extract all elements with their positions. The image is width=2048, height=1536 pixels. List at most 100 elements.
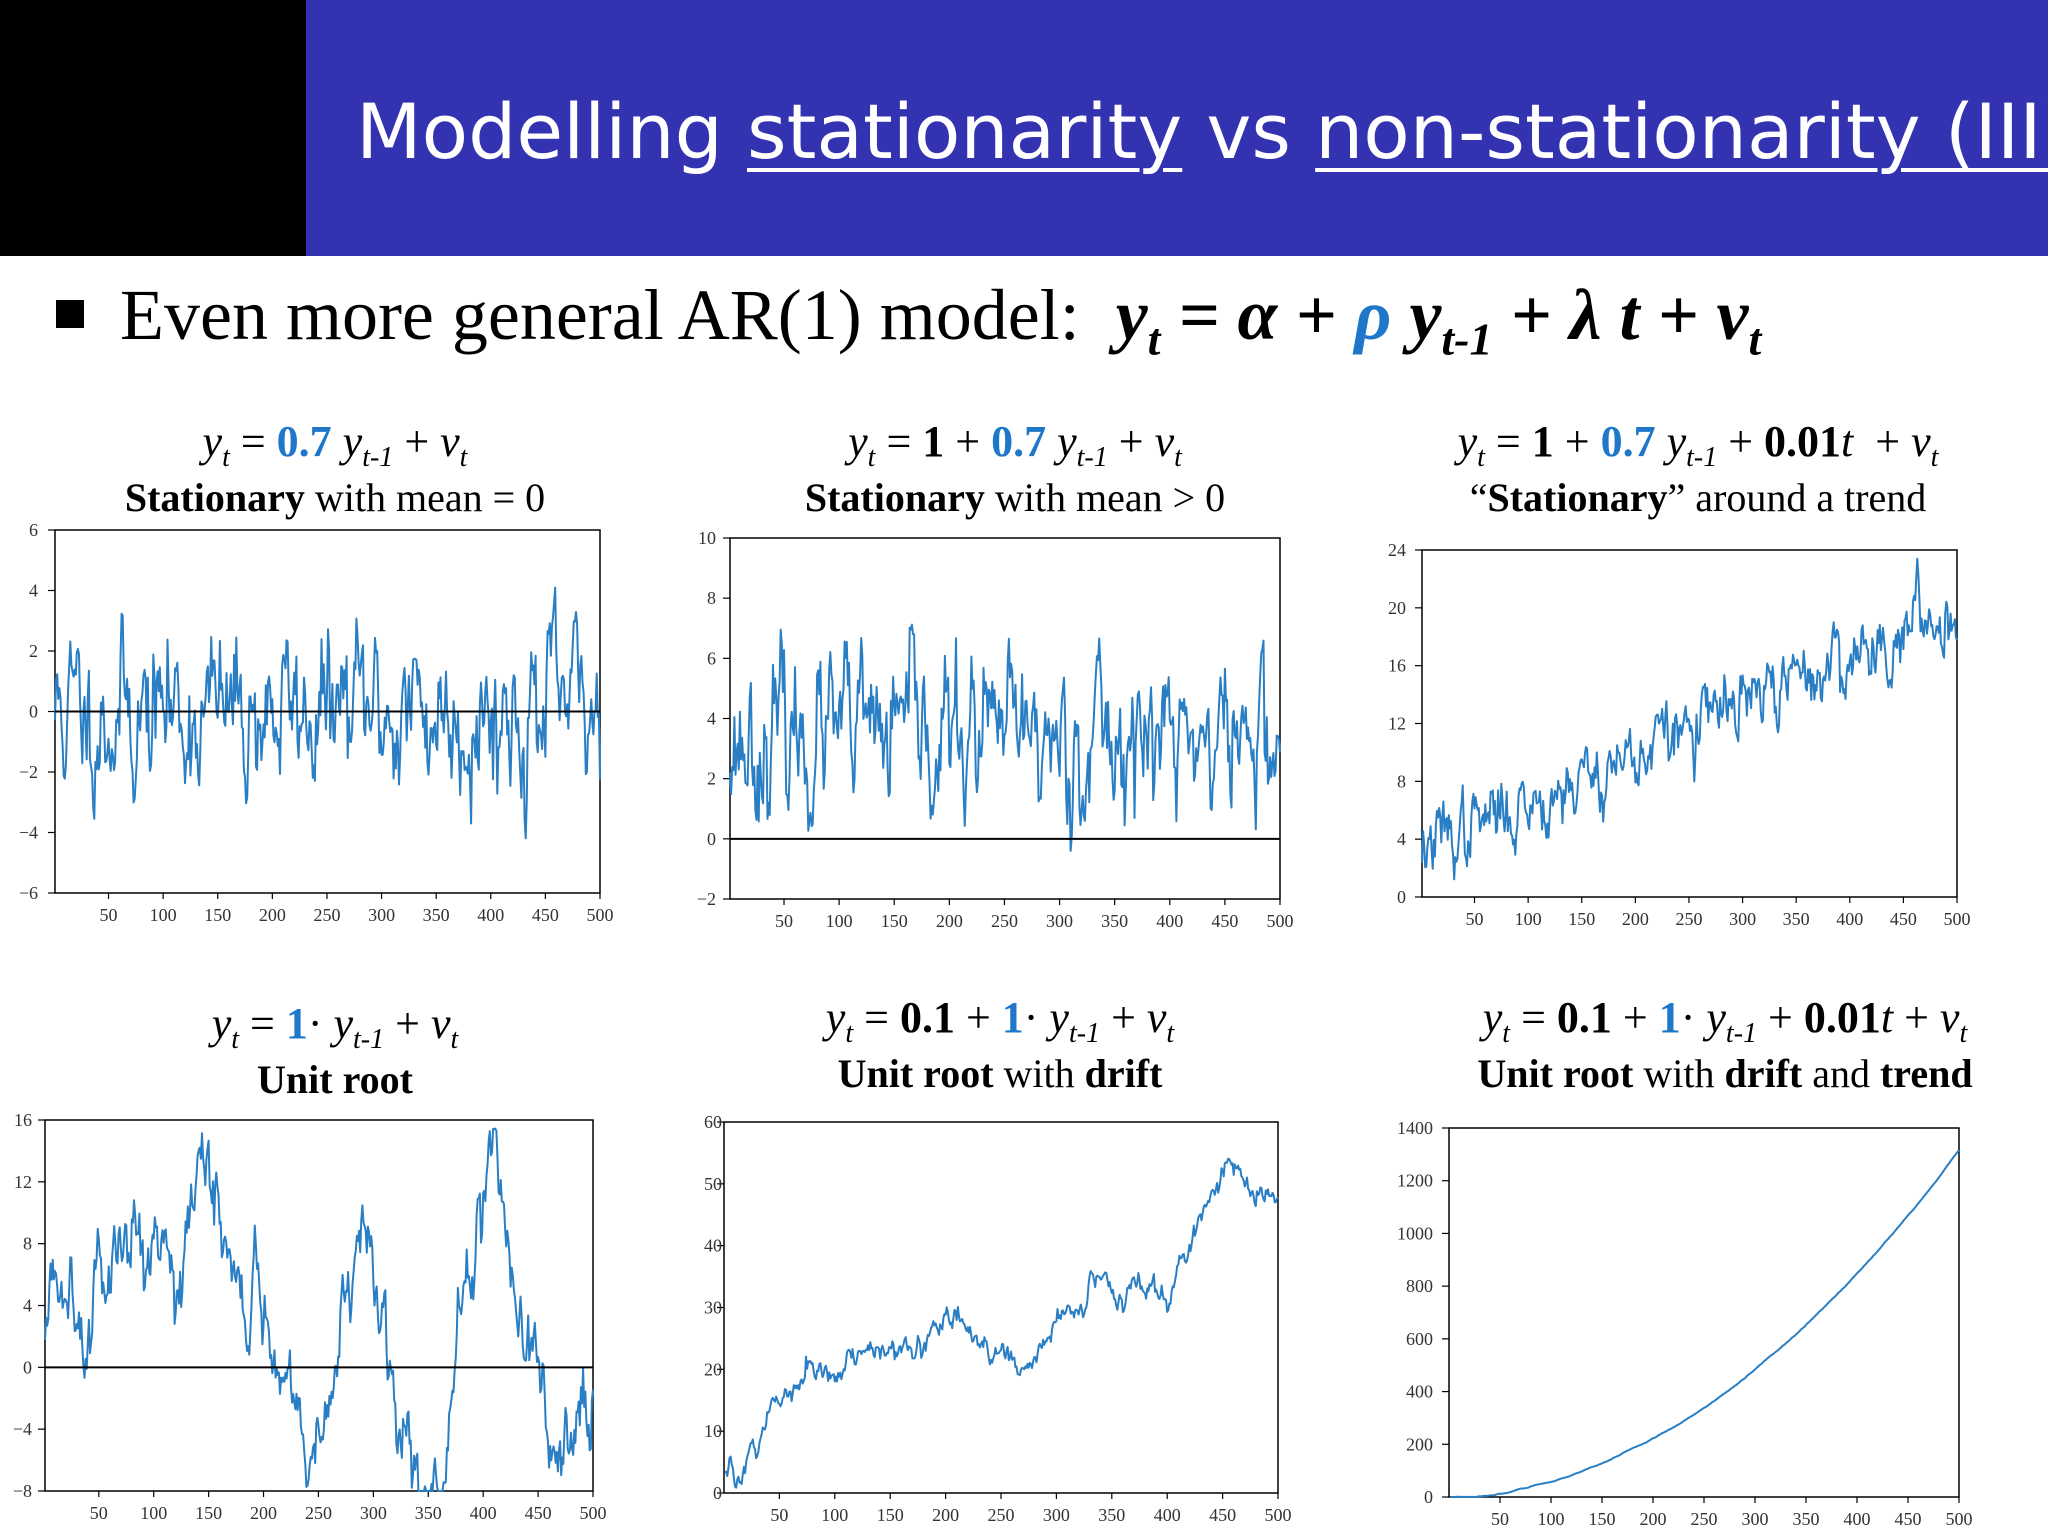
x-tick-label: 400 <box>1156 911 1183 931</box>
x-tick-label: 150 <box>195 1503 222 1523</box>
title-text-1: Modelling <box>356 87 747 176</box>
bullet-line: Even more general AR(1) model: yt = α + … <box>120 270 2020 365</box>
x-tick-label: 350 <box>1101 911 1128 931</box>
panel-2-equation: yt = 1 + 0.7 yt-1 + vt <box>848 417 1182 473</box>
chart-unit-root-drift-trend: 0 200 400 600 800 1000 1200 1400 50 100 150 200 250 3… <box>1397 1118 1973 1529</box>
y-tick-label: 0 <box>23 1357 32 1377</box>
panel-header-4: yt = 1· yt-1 + vt Unit root <box>15 994 655 1106</box>
x-tick-label: 200 <box>936 911 963 931</box>
panel-3-equation: yt = 1 + 0.7 yt-1 + 0.01t + vt <box>1457 417 1939 473</box>
y-tick-label: 40 <box>704 1236 722 1256</box>
y-tick-label: −4 <box>19 823 38 843</box>
y-tick-label: −8 <box>13 1481 32 1501</box>
x-tick-label: 400 <box>1836 909 1863 929</box>
panel-header-5: yt = 0.1 + 1· yt-1 + vt Unit root with d… <box>680 988 1320 1100</box>
chart-unit-root-drift: 0 10 20 30 40 50 60 50 100 150 200 250 300 350 400 450 5… <box>704 1112 1292 1525</box>
title-stationarity: stationarity <box>746 87 1183 176</box>
y-tick-label: −6 <box>19 883 38 903</box>
series-line <box>44 1127 594 1492</box>
panel-header-1: yt = 0.7 yt-1 + vt Stationary with mean … <box>15 412 655 524</box>
y-tick-label: 10 <box>698 528 716 548</box>
x-tick-label: 200 <box>1640 1509 1667 1529</box>
chart-stationary-mean-positive: −2 0 2 4 6 8 10 50 100 150 200 250 300 350 400 450 500 <box>697 528 1294 931</box>
x-tick-label: 100 <box>821 1505 848 1525</box>
x-tick-label: 300 <box>1043 1505 1070 1525</box>
panel-header-3: yt = 1 + 0.7 yt-1 + 0.01t + vt “Stationa… <box>1378 412 2018 524</box>
panel-3-desc-open-quote: “ <box>1469 475 1488 520</box>
y-tick-label: 0 <box>1424 1487 1433 1507</box>
x-tick-label: 100 <box>150 905 177 925</box>
x-tick-label: 250 <box>988 1505 1015 1525</box>
x-tick-label: 50 <box>1466 909 1484 929</box>
plot-frame <box>729 537 1281 900</box>
y-tick-label: 2 <box>29 641 38 661</box>
x-tick-label: 300 <box>1046 911 1073 931</box>
panel-4-desc-bold: Unit root <box>257 1057 413 1102</box>
y-tick-label: 20 <box>704 1359 722 1379</box>
panel-1-desc-bold: Stationary <box>124 475 305 520</box>
y-tick-label: 0 <box>29 702 38 722</box>
x-tick-label: 50 <box>770 1505 788 1525</box>
bullet-square-icon <box>56 300 84 328</box>
x-tick-label: 500 <box>1944 909 1971 929</box>
y-tick-label: 0 <box>1397 887 1406 907</box>
y-tick-label: 8 <box>23 1234 32 1254</box>
x-tick-label: 250 <box>313 905 340 925</box>
x-tick-label: 100 <box>1515 909 1542 929</box>
panel-1-rho: 0.7 <box>276 417 332 466</box>
panel-2-alpha: 1 <box>922 417 945 466</box>
panel-6-desc-bold-2: drift <box>1724 1051 1803 1096</box>
x-tick-label: 50 <box>775 911 793 931</box>
x-tick-label: 200 <box>259 905 286 925</box>
panel-6-equation: yt = 0.1 + 1· yt-1 + 0.01t + vt <box>1482 993 1968 1049</box>
x-tick-label: 200 <box>250 1503 277 1523</box>
y-tick-label: 0 <box>707 829 716 849</box>
panel-5-desc-text: with <box>993 1051 1085 1096</box>
panel-5-desc-bold-1: Unit root <box>837 1051 994 1096</box>
x-tick-label: 100 <box>826 911 853 931</box>
panel-3-description: “Stationary” around a trend <box>1378 472 2018 524</box>
y-tick-label: 4 <box>1397 829 1406 849</box>
x-tick-label: 300 <box>1729 909 1756 929</box>
y-tick-label: 8 <box>707 588 716 608</box>
y-tick-label: 60 <box>704 1112 722 1132</box>
x-tick-label: 50 <box>90 1503 108 1523</box>
y-tick-label: 4 <box>707 709 716 729</box>
y-tick-label: 400 <box>1406 1382 1433 1402</box>
x-tick-label: 200 <box>1622 909 1649 929</box>
x-tick-label: 400 <box>470 1503 497 1523</box>
slide-title: Modelling stationarity vs non-stationari… <box>356 82 2048 182</box>
general-model-formula: yt = α + ρ yt-1 + λ t + vt <box>1115 275 1762 365</box>
panel-6-desc-text-2: and <box>1802 1051 1880 1096</box>
y-tick-label: −4 <box>13 1419 32 1439</box>
y-tick-label: 4 <box>23 1296 32 1316</box>
x-tick-label: 450 <box>1890 909 1917 929</box>
panel-6-alpha: 0.1 <box>1556 993 1612 1042</box>
plot-frame <box>723 1121 1279 1494</box>
series-line <box>1450 1149 1960 1498</box>
x-tick-label: 350 <box>1783 909 1810 929</box>
chart-stationary-mean-zero: −6 −4 −2 0 2 4 6 50 100 150 200 250 300 350 400 450 500 <box>19 520 614 925</box>
y-tick-label: −2 <box>697 889 716 909</box>
y-tick-label: 1400 <box>1397 1118 1433 1138</box>
panel-2-desc-bold: Stationary <box>804 475 985 520</box>
panel-6-desc-text-1: with <box>1633 1051 1725 1096</box>
y-tick-label: 16 <box>1388 656 1406 676</box>
y-tick-label: 200 <box>1406 1434 1433 1454</box>
x-tick-label: 500 <box>1946 1509 1973 1529</box>
series-line <box>729 623 1281 852</box>
panel-6-lambda: 0.01 <box>1803 993 1881 1042</box>
panel-3-lambda: 0.01 <box>1764 417 1842 466</box>
panel-header-6: yt = 0.1 + 1· yt-1 + 0.01t + vt Unit roo… <box>1405 988 2045 1100</box>
panel-3-alpha: 1 <box>1531 417 1554 466</box>
title-text-2: vs <box>1182 87 1316 176</box>
x-tick-label: 450 <box>1209 1505 1236 1525</box>
x-tick-label: 250 <box>1675 909 1702 929</box>
y-tick-label: 1200 <box>1397 1171 1433 1191</box>
panel-6-desc-bold-1: Unit root <box>1477 1051 1634 1096</box>
x-tick-label: 50 <box>1491 1509 1509 1529</box>
panel-5-desc-bold-2: drift <box>1084 1051 1163 1096</box>
y-tick-label: 30 <box>704 1298 722 1318</box>
y-tick-label: 50 <box>704 1174 722 1194</box>
x-tick-label: 500 <box>1265 1505 1292 1525</box>
